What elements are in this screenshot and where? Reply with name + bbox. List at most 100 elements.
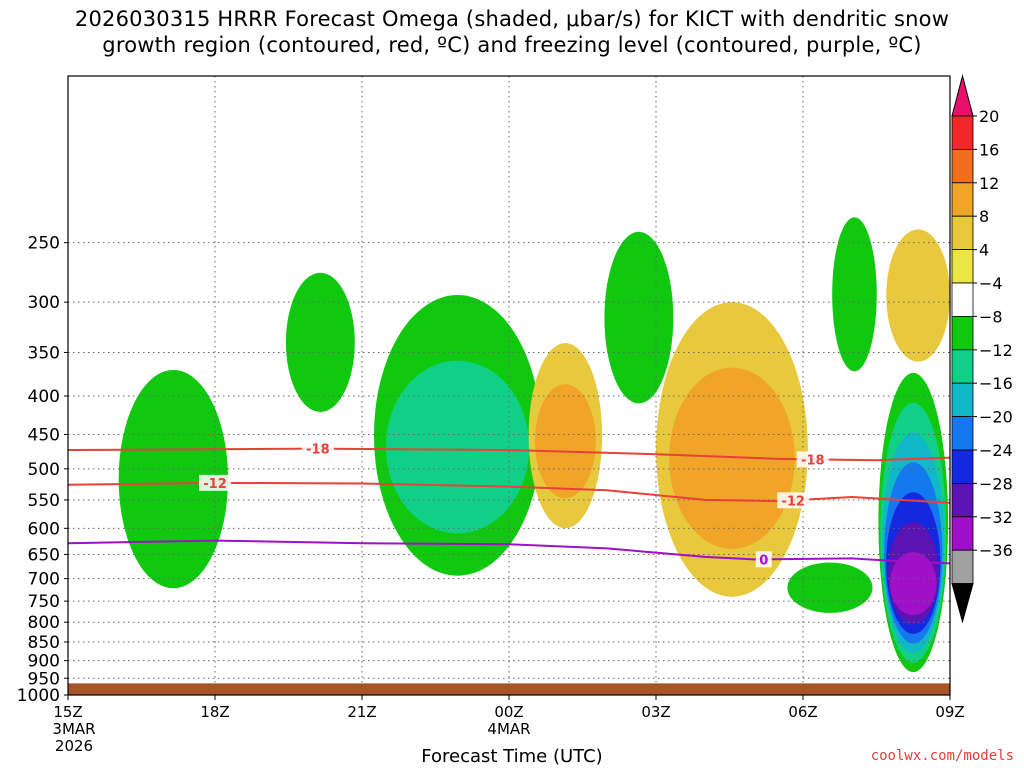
contour-line [68, 447, 950, 462]
colorbar-arrow-top [951, 74, 974, 117]
x-tick-label: 18Z [200, 703, 229, 721]
y-axis: 2503003504004505005506006507007508008509… [17, 234, 68, 706]
colorbar-swatch [951, 449, 974, 484]
y-tick-label: 950 [28, 669, 60, 689]
y-tick-label: 800 [28, 613, 60, 633]
omega-contour-layer [118, 369, 229, 589]
y-tick-label: 700 [28, 570, 60, 590]
omega-contour-layer [285, 272, 355, 412]
contour-label-bg [777, 492, 810, 509]
y-tick-label: 900 [28, 652, 60, 672]
colorbar-label: −24 [979, 441, 1013, 460]
contour-lines: -18 -12 -18 -12 0 [68, 440, 950, 568]
omega-feature [528, 343, 603, 529]
chart-title: 2026030315 HRRR Forecast Omega (shaded, … [0, 6, 1024, 58]
x-sub-label: 3MAR [52, 720, 95, 738]
y-tick-label: 550 [28, 491, 60, 511]
contour-label: -18 [801, 453, 825, 468]
x-tick-label: 21Z [347, 703, 376, 721]
x-tick-label: 15Z [53, 703, 82, 721]
colorbar-label: −32 [979, 508, 1013, 527]
omega-contour-layer [832, 217, 877, 372]
omega-feature [827, 161, 882, 412]
omega-feature [656, 302, 808, 597]
colorbar-label: 12 [979, 174, 999, 193]
contour-label: -12 [203, 477, 227, 492]
x-tick-label: 03Z [641, 703, 670, 721]
x-sub-label: 4MAR [487, 720, 530, 738]
chart-title-line-2: growth region (contoured, red, ºC) and f… [102, 33, 922, 57]
y-tick-label: 450 [28, 425, 60, 445]
contour-label-bg [755, 551, 772, 568]
colorbar-label: −36 [979, 541, 1013, 560]
colorbar-swatch [951, 482, 974, 518]
contour-label-bg [301, 440, 334, 457]
credit-text: coolwx.com/models [870, 748, 1014, 764]
x-sub-label: 2026 [55, 737, 93, 755]
colorbar-arrow-bottom [951, 583, 974, 624]
chart-title-line-1: 2026030315 HRRR Forecast Omega (shaded, … [74, 7, 950, 31]
colorbar-label: 16 [979, 140, 999, 159]
omega-contour-layer [385, 360, 530, 534]
contour-line [68, 539, 950, 565]
x-tick-label: 00Z [494, 703, 523, 721]
colorbar: 20 16 12 8 4 −4 −8 −12 −16 −20 −24 −28 −32 −36 [951, 74, 1013, 624]
y-tick-label: 300 [28, 293, 60, 313]
omega-feature [886, 229, 950, 362]
colorbar-swatch [951, 315, 974, 351]
omega-contour-layer [604, 231, 674, 404]
colorbar-swatch [951, 115, 974, 150]
colorbar-swatch [951, 148, 974, 184]
y-tick-label: 650 [28, 545, 60, 565]
colorbar-swatch [951, 382, 974, 418]
grid-lines [68, 76, 950, 695]
colorbar-swatch [951, 249, 974, 284]
colorbar-label: −16 [979, 374, 1013, 393]
omega-feature [597, 169, 681, 449]
contour-label: -12 [781, 494, 805, 509]
y-tick-label: 1000 [17, 686, 60, 706]
x-tick-label: 06Z [788, 703, 817, 721]
omega-contour-layer [787, 562, 873, 613]
colorbar-label: −12 [979, 341, 1013, 360]
contour-line [68, 481, 950, 504]
colorbar-label: 4 [979, 241, 989, 260]
ground-fill [68, 683, 950, 695]
y-tick-label: 350 [28, 343, 60, 363]
omega-contour-layer [886, 229, 950, 362]
colorbar-swatch [951, 349, 974, 384]
colorbar-label: 20 [979, 107, 999, 126]
colorbar-swatch [951, 282, 974, 317]
colorbar-swatch [951, 182, 974, 217]
omega-contour-layer [534, 384, 596, 499]
y-tick-label: 750 [28, 592, 60, 612]
omega-feature [362, 229, 554, 619]
colorbar-label: −4 [979, 274, 1003, 293]
colorbar-label: 8 [979, 207, 989, 226]
omega-feature [278, 222, 362, 449]
contour-label-bg [199, 474, 231, 491]
y-tick-label: 600 [28, 519, 60, 539]
colorbar-swatch [951, 215, 974, 250]
contour-label: 0 [759, 553, 768, 568]
colorbar-swatch [951, 516, 974, 551]
colorbar-label: −8 [979, 307, 1003, 326]
colorbar-label: −28 [979, 474, 1013, 493]
contour-label-bg [796, 451, 829, 468]
colorbar-swatch [951, 549, 974, 585]
omega-feature [876, 343, 950, 682]
colorbar-label: −20 [979, 408, 1013, 427]
omega-feature [778, 544, 882, 627]
y-tick-label: 400 [28, 387, 60, 407]
omega-contour-layer [889, 551, 937, 615]
y-tick-label: 850 [28, 633, 60, 653]
colorbar-swatch [951, 416, 974, 451]
y-tick-label: 500 [28, 460, 60, 480]
omega-field [68, 161, 950, 695]
contour-label: -18 [306, 443, 330, 458]
y-tick-label: 250 [28, 234, 60, 254]
x-tick-label: 09Z [935, 703, 964, 721]
omega-contour-layer [669, 367, 795, 549]
